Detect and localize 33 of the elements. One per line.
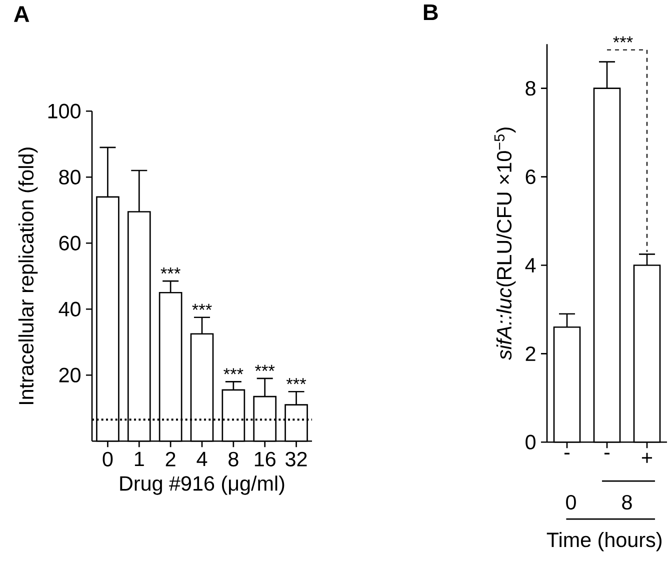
x-tick-label: 2 xyxy=(166,452,176,466)
x-tick-label: 32 xyxy=(286,452,307,466)
text: 0 xyxy=(566,494,576,510)
chart-title: A xyxy=(14,6,30,22)
x-tick-label: - xyxy=(604,452,610,454)
text: *** xyxy=(613,36,633,42)
y-tick-label: 40 xyxy=(58,302,80,316)
x-tick-label: 4 xyxy=(196,452,208,466)
y-tick-label: 60 xyxy=(59,236,80,250)
annotation: *** xyxy=(286,378,306,384)
y-axis-title: sifA::luc(RLU/CFU ×10$^{−5}$) xyxy=(494,128,516,360)
y-tick-label: 100 xyxy=(48,104,80,118)
annotation: *** xyxy=(255,364,275,371)
y-tick-label: 4 xyxy=(525,258,536,272)
annotation: *** xyxy=(224,368,244,374)
annotation: *** xyxy=(160,268,180,274)
x-tick-label: 8 xyxy=(228,452,238,466)
y-tick-label: 6 xyxy=(526,169,536,184)
y-tick-label: 20 xyxy=(59,368,80,382)
x-tick-label: 0 xyxy=(102,452,113,466)
x-tick-label: 16 xyxy=(254,452,276,466)
text: 8 xyxy=(622,494,632,510)
y-tick-label: 2 xyxy=(526,346,536,361)
annotation: *** xyxy=(192,304,212,310)
x-tick-label: - xyxy=(564,452,570,454)
y-tick-label: 8 xyxy=(526,80,536,96)
y-axis-title: Intracellular replication (fold) xyxy=(18,148,38,404)
x-tick-label: 1 xyxy=(134,452,144,466)
chart-title: B xyxy=(424,4,438,20)
x-tick-label: + xyxy=(642,452,652,463)
x-axis-title: Drug #916 (μg/ml) xyxy=(120,476,284,495)
y-tick-label: 80 xyxy=(59,170,80,184)
x-axis-title: Time (hours) xyxy=(546,532,662,552)
